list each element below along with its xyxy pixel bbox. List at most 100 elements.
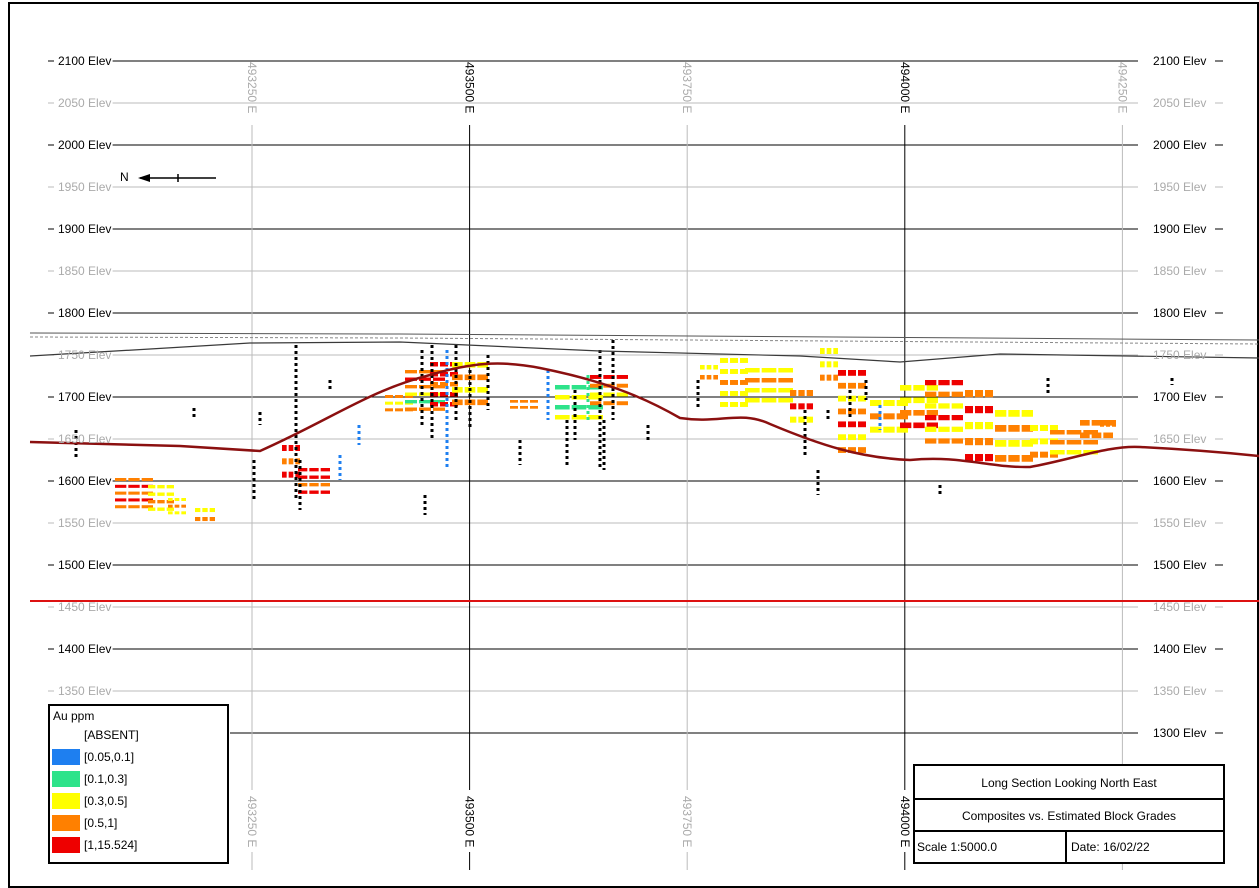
drillholes xyxy=(74,340,1174,515)
north-arrow-head xyxy=(138,174,150,182)
grade-block xyxy=(820,348,825,354)
grade-block xyxy=(295,445,300,451)
grade-block xyxy=(820,361,825,368)
grade-block xyxy=(740,358,748,363)
grade-block xyxy=(1021,425,1033,432)
grade-block xyxy=(309,490,319,494)
grade-block xyxy=(433,400,445,404)
grade-block xyxy=(202,517,208,522)
grade-block xyxy=(1040,438,1048,445)
grade-block xyxy=(571,415,587,420)
grade-block xyxy=(965,454,973,462)
grade-block xyxy=(181,511,186,515)
grade-block xyxy=(295,471,300,478)
grade-block xyxy=(298,475,308,479)
grade-block xyxy=(166,500,174,504)
title-block-subtitle: Composites vs. Estimated Block Grades xyxy=(915,800,1223,832)
grade-block xyxy=(157,492,165,496)
grade-block xyxy=(590,401,602,406)
grade-block xyxy=(168,511,173,515)
grade-block xyxy=(700,365,705,370)
grade-block xyxy=(115,484,127,488)
grade-block xyxy=(405,400,417,404)
grade-block xyxy=(128,498,140,502)
grade-block xyxy=(530,406,538,409)
grade-block xyxy=(713,365,718,370)
grade-block xyxy=(1050,430,1065,435)
legend-swatch xyxy=(52,793,80,809)
grade-block xyxy=(450,392,458,397)
grade-block xyxy=(951,380,963,386)
grade-block xyxy=(157,507,165,511)
grade-block xyxy=(951,403,963,409)
grade-block xyxy=(896,413,908,420)
grade-block xyxy=(510,406,518,409)
elev-label-right: 1900 Elev xyxy=(1153,222,1206,236)
elev-label-right: 1800 Elev xyxy=(1153,306,1206,320)
grade-block xyxy=(309,483,319,487)
grade-block xyxy=(798,403,805,410)
grade-block xyxy=(806,416,813,423)
legend-item-1-15.524: [1,15.524] xyxy=(52,835,222,855)
easting-label-top: 493750 E xyxy=(680,62,694,113)
grade-block xyxy=(848,434,856,441)
grade-block xyxy=(995,410,1007,417)
grade-block xyxy=(848,421,856,428)
legend-swatch xyxy=(52,771,80,787)
grade-block xyxy=(913,422,925,429)
grade-block xyxy=(430,382,438,387)
grade-block xyxy=(477,387,488,393)
grade-block xyxy=(168,498,173,501)
section-lines xyxy=(29,332,1259,602)
grade-block xyxy=(985,406,993,414)
grade-block xyxy=(826,361,832,368)
grade-block xyxy=(571,405,587,410)
grade-block xyxy=(985,390,993,398)
elev-label-right: 2050 Elev xyxy=(1153,96,1206,110)
grade-block xyxy=(740,380,748,385)
grade-block xyxy=(588,405,603,410)
legend-label: [0.05,0.1] xyxy=(84,750,135,764)
grade-block xyxy=(1040,451,1048,458)
grade-block xyxy=(883,413,895,420)
legend-label: [1,15.524] xyxy=(84,838,138,852)
grade-block xyxy=(1100,420,1104,427)
grade-block xyxy=(938,403,950,409)
elev-label-right: 2000 Elev xyxy=(1153,138,1206,152)
grade-legend: Au ppm [ABSENT] [0.05,0.1] [0.1,0.3] [0.… xyxy=(48,704,229,864)
grade-block xyxy=(320,490,330,494)
grade-block xyxy=(616,375,628,379)
grade-block xyxy=(174,498,180,501)
easting-label-bottom: 493500 E xyxy=(463,796,477,847)
grade-block xyxy=(761,388,777,393)
grade-block xyxy=(510,400,518,403)
grade-block xyxy=(848,370,856,376)
grade-block xyxy=(838,370,846,376)
grade-block xyxy=(965,438,973,446)
grade-block xyxy=(1050,425,1058,431)
grade-block xyxy=(603,375,615,379)
grade-block xyxy=(826,374,832,381)
easting-label-top: 493250 E xyxy=(245,62,259,113)
grade-block xyxy=(706,375,712,380)
grade-block xyxy=(1091,420,1102,426)
grade-block xyxy=(603,392,615,397)
easting-label-bottom: 493750 E xyxy=(680,796,694,847)
grade-block xyxy=(995,440,1007,447)
legend-swatch xyxy=(52,727,80,743)
grade-block xyxy=(405,385,417,389)
grade-block xyxy=(1008,425,1020,432)
grade-block xyxy=(700,375,705,380)
grade-block xyxy=(995,455,1007,462)
grade-block xyxy=(115,478,127,482)
grade-block xyxy=(128,484,140,488)
grade-block xyxy=(848,395,856,402)
grade-block xyxy=(858,395,866,402)
grade-block xyxy=(128,478,140,482)
grade-block xyxy=(603,401,615,406)
title-block-date: Date: 16/02/22 xyxy=(1071,840,1150,854)
grade-block xyxy=(419,392,431,396)
elev-label-right: 1300 Elev xyxy=(1153,726,1206,740)
grade-block xyxy=(181,504,186,508)
grade-block xyxy=(385,408,393,412)
